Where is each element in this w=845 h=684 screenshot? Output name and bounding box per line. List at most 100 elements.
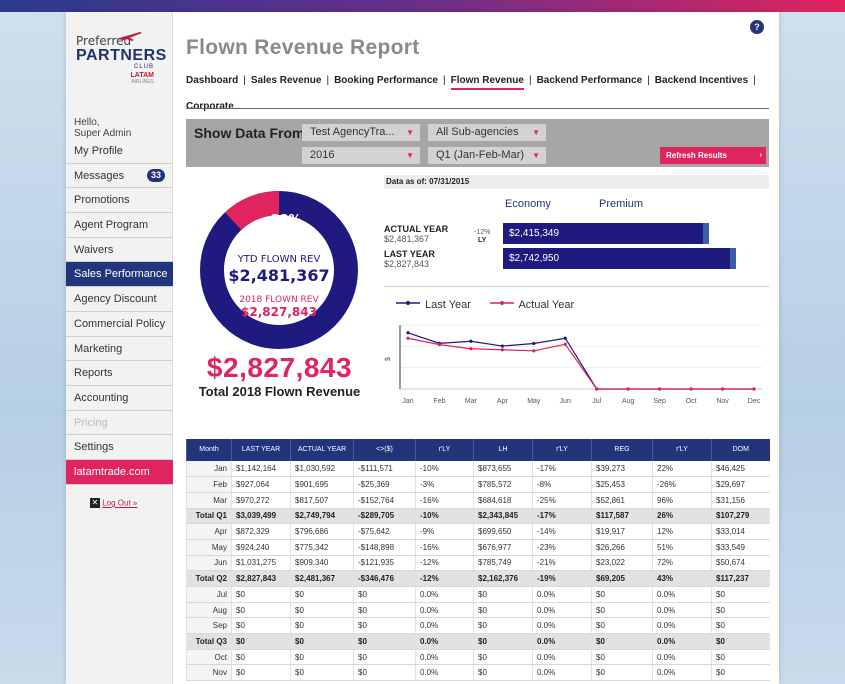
tab-booking-performance[interactable]: Booking Performance <box>334 75 438 86</box>
table-total-row: Total Q2 $2,827,843 $2,481,367 -$346,476 -12… <box>186 570 770 587</box>
table-cell: -$25,369 <box>353 476 416 493</box>
sidebar-item-label: latamtrade.com <box>74 465 150 478</box>
table-row: Jun $1,031,275 $909,340 -$121,935 -12% $785,7… <box>186 555 770 572</box>
legend-last-year-swatch <box>396 301 420 305</box>
actual-year-point <box>500 348 504 352</box>
row-month-cell: Nov <box>186 664 232 682</box>
table-cell: $2,343,845 <box>473 508 533 525</box>
nav-separator: | <box>528 75 532 86</box>
table-cell: $31,156 <box>711 492 770 509</box>
actual-year-point <box>595 387 599 391</box>
column-header[interactable]: DOM <box>711 439 770 461</box>
table-cell: $970,272 <box>231 492 291 509</box>
table-cell: $0 <box>231 664 291 682</box>
column-header[interactable]: r'LY <box>532 439 592 461</box>
table-cell: -8% <box>532 476 592 493</box>
table-cell: 0.0% <box>652 633 712 650</box>
last-year-point <box>500 344 504 348</box>
row-month-cell: Total Q3 <box>186 633 232 650</box>
table-cell: -$346,476 <box>353 570 416 587</box>
x-tick-label: Oct <box>686 398 697 405</box>
tab-dashboard[interactable]: Dashboard <box>186 75 239 86</box>
table-cell: -$111,571 <box>353 461 416 478</box>
logout-label[interactable]: Log Out » <box>102 498 138 508</box>
plane-icon <box>116 32 142 41</box>
sidebar-item-messages[interactable]: Messages 33 <box>66 164 173 189</box>
column-header[interactable]: ACTUAL YEAR <box>290 439 354 461</box>
column-header[interactable]: LH <box>473 439 533 461</box>
table-cell: -$121,935 <box>353 555 416 572</box>
column-header[interactable]: r'LY <box>415 439 474 461</box>
last-year-line <box>407 332 754 390</box>
table-cell: -12% <box>415 570 474 587</box>
table-cell: -10% <box>415 508 474 525</box>
sidebar-item-label: Sales Performance <box>74 268 168 281</box>
table-header-row: Month LAST YEAR ACTUAL YEAR <>($) r'LY LH r'LY… <box>186 439 770 461</box>
column-header[interactable]: LAST YEAR <box>231 439 291 461</box>
table-cell: 0.0% <box>652 664 712 682</box>
sidebar-item-commercial-policy[interactable]: Commercial Policy <box>66 312 173 337</box>
period-select[interactable]: Q1 (Jan-Feb-Mar) ▼ <box>428 147 546 164</box>
table-cell: -$75,642 <box>353 523 416 540</box>
data-as-of: Data as of: 07/31/2015 <box>384 175 769 189</box>
column-header[interactable]: Month <box>186 439 232 461</box>
table-cell: $796,686 <box>290 523 354 540</box>
year-select[interactable]: 2016 ▼ <box>302 147 420 164</box>
sidebar-item-sales-performance[interactable]: Sales Performance <box>66 262 173 288</box>
sidebar-item-label: My Profile <box>74 145 123 157</box>
table-cell: 0.0% <box>415 649 474 666</box>
actual-year-line <box>407 337 754 390</box>
tab-corporate[interactable]: Corporate <box>186 101 234 112</box>
table-cell: -21% <box>532 555 592 572</box>
tab-backend-performance[interactable]: Backend Performance <box>536 75 643 86</box>
sidebar-item-accounting[interactable]: Accounting <box>66 386 173 411</box>
logo-text-latam: LATAM <box>130 72 154 79</box>
column-header[interactable]: r'LY <box>652 439 712 461</box>
table-cell: $0 <box>290 664 354 682</box>
sidebar-item-latamtrade[interactable]: latamtrade.com <box>66 459 173 485</box>
table-cell: 0.0% <box>532 617 592 635</box>
tab-backend-incentives[interactable]: Backend Incentives <box>654 75 749 86</box>
table-cell: -19% <box>532 570 592 587</box>
table-cell: $817,507 <box>290 492 354 509</box>
table-cell: $26,266 <box>591 539 653 556</box>
refresh-results-button[interactable]: Refresh Results › <box>660 147 766 164</box>
sidebar-item-waivers[interactable]: Waivers <box>66 238 173 263</box>
row-month-cell: Jan <box>186 461 232 478</box>
table-cell: $927,064 <box>231 476 291 493</box>
table-row: Jan $1,142,164 $1,030,592 -$111,571 -10% $873… <box>186 461 770 478</box>
column-header[interactable]: REG <box>591 439 653 461</box>
sidebar-item-marketing[interactable]: Marketing <box>66 337 173 362</box>
actual-year-point <box>532 349 536 353</box>
help-icon[interactable]: ? <box>750 20 764 34</box>
agency-select[interactable]: Test AgencyTra... ▼ <box>302 124 420 141</box>
subagency-select[interactable]: All Sub-agencies ▼ <box>428 124 546 141</box>
sidebar-item-settings[interactable]: Settings <box>66 435 173 460</box>
table-cell: $29,697 <box>711 476 770 493</box>
table-cell: $46,425 <box>711 461 770 478</box>
table-cell: -12% <box>415 555 474 572</box>
row-month-cell: Oct <box>186 649 232 666</box>
sidebar-item-reports[interactable]: Reports <box>66 361 173 386</box>
table-cell: $775,342 <box>290 539 354 556</box>
table-cell: -17% <box>532 508 592 525</box>
logo[interactable]: Preferred PARTNERS CLUB LATAM AIRLINES <box>76 20 166 90</box>
sidebar-item-agent-program[interactable]: Agent Program <box>66 213 173 238</box>
sidebar-item-agency-discount[interactable]: Agency Discount <box>66 287 173 312</box>
table-cell: $0 <box>231 649 291 666</box>
actual-year-point <box>437 343 442 347</box>
tab-flown-revenue[interactable]: Flown Revenue <box>450 75 524 90</box>
table-cell: $2,162,376 <box>473 570 533 587</box>
table-cell: $69,205 <box>591 570 653 587</box>
table-cell: 0.0% <box>652 649 712 666</box>
tab-sales-revenue[interactable]: Sales Revenue <box>250 75 322 86</box>
row-month-cell: Total Q1 <box>186 508 232 525</box>
sidebar-item-my-profile[interactable]: My Profile <box>66 139 173 164</box>
nav-separator: | <box>647 75 650 86</box>
total-flown-revenue: $2,827,843 Total 2018 Flown Revenue <box>186 352 373 399</box>
logout-link[interactable]: ✕ Log Out » <box>90 498 137 508</box>
table-cell: $117,237 <box>711 570 770 587</box>
sidebar-item-promotions[interactable]: Promotions <box>66 188 173 214</box>
column-header[interactable]: <>($) <box>353 439 416 461</box>
ytd-label: YTD FLOWN REV <box>237 254 321 265</box>
